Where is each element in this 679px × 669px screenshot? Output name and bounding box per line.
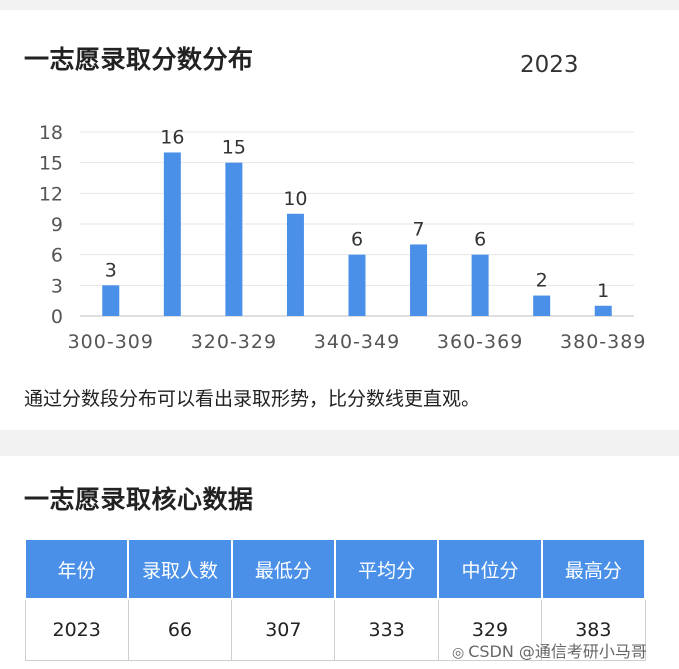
y-tick-label: 3 <box>51 275 63 297</box>
header-cell-admitted: 录取人数 <box>127 538 233 600</box>
y-tick-label: 0 <box>51 306 63 328</box>
data-label: 15 <box>222 137 246 159</box>
y-tick-label: 15 <box>39 153 63 175</box>
header-cell-median: 中位分 <box>437 538 543 600</box>
year-label: 2023 <box>520 52 579 78</box>
cell-admitted: 66 <box>127 598 233 661</box>
table-row: 2023 66 307 333 329 383 <box>24 598 646 661</box>
data-label: 1 <box>597 280 609 302</box>
section-title: 一志愿录取分数分布 <box>24 45 254 74</box>
bar <box>286 213 304 316</box>
x-tick-label: 360-369 <box>437 331 523 353</box>
bar <box>594 305 612 316</box>
wechat-icon: ◎ <box>452 645 465 661</box>
bar <box>471 254 489 316</box>
header-cell-min: 最低分 <box>230 538 336 600</box>
cell-year: 2023 <box>24 598 129 661</box>
cell-min: 307 <box>231 598 336 661</box>
score-distribution-card: 一志愿录取分数分布 2023 0 3 6 9 12 15 18 3 16 15 10 6 7 6 2 1 300… <box>0 10 679 430</box>
watermark: ◎ CSDN @通信考研小马哥 <box>452 638 647 662</box>
bar <box>533 295 551 316</box>
data-label: 3 <box>105 259 117 281</box>
section-title: 一志愿录取核心数据 <box>24 485 254 514</box>
core-data-table: 年份 录取人数 最低分 平均分 中位分 最高分 2023 66 307 333 … <box>23 538 647 661</box>
data-label: 10 <box>283 188 307 210</box>
data-label: 2 <box>536 270 548 292</box>
bar <box>410 244 428 316</box>
bar <box>102 285 120 316</box>
core-data-card: 一志愿录取核心数据 年份 录取人数 最低分 平均分 中位分 最高分 2023 6… <box>0 456 679 669</box>
bar <box>163 152 181 316</box>
x-tick-label: 380-389 <box>560 331 646 353</box>
data-label: 6 <box>474 229 486 251</box>
header-cell-avg: 平均分 <box>333 538 440 600</box>
y-tick-label: 6 <box>51 245 63 267</box>
table-header-row: 年份 录取人数 最低分 平均分 中位分 最高分 <box>23 538 647 600</box>
score-distribution-chart: 0 3 6 9 12 15 18 3 16 15 10 6 7 6 2 1 300-309 320-329 340-… <box>39 122 646 353</box>
bar <box>348 254 366 316</box>
y-tick-label: 12 <box>39 183 63 205</box>
data-label: 16 <box>160 126 184 148</box>
x-tick-label: 300-309 <box>68 331 154 353</box>
y-tick-label: 9 <box>51 214 63 236</box>
header-cell-max: 最高分 <box>540 538 647 600</box>
y-tick-label: 18 <box>39 122 63 144</box>
data-label: 6 <box>351 229 363 251</box>
chart-description: 通过分数段分布可以看出录取形势，比分数线更直观。 <box>24 388 481 410</box>
data-label: 7 <box>413 218 425 240</box>
x-tick-label: 340-349 <box>314 331 400 353</box>
cell-median: 329 <box>437 598 543 661</box>
cell-max: 383 <box>541 598 646 661</box>
x-tick-label: 320-329 <box>191 331 277 353</box>
header-cell-year: 年份 <box>23 538 130 600</box>
watermark-text: CSDN @通信考研小马哥 <box>468 642 647 661</box>
bar <box>225 162 243 316</box>
cell-avg: 333 <box>334 598 439 661</box>
